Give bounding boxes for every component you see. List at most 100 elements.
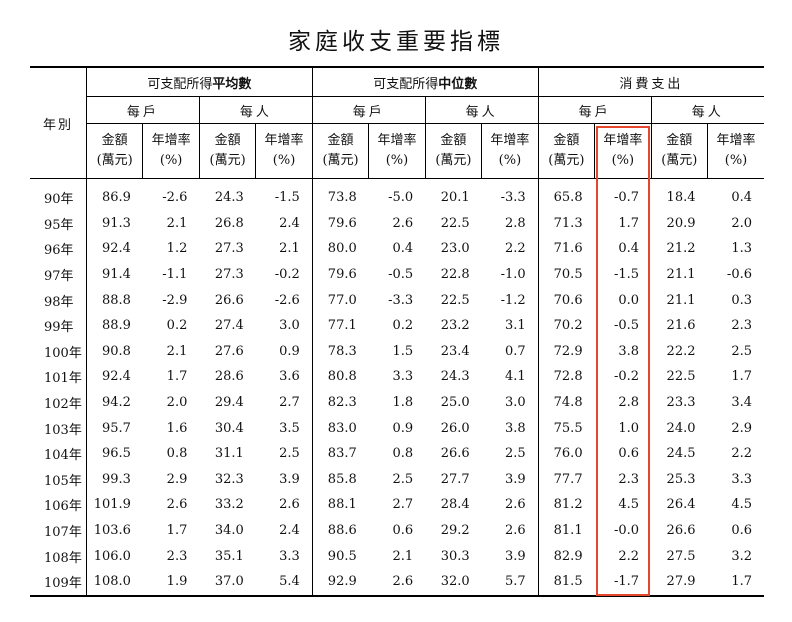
growth-rate-cell: 2.3 — [618, 471, 640, 487]
growth-rate-cell: 4.1 — [504, 369, 526, 385]
growth-rate-cell: 0.8 — [166, 446, 188, 462]
amount-cell: 79.6 — [311, 210, 369, 237]
amount-cell: 24.0 — [666, 420, 696, 436]
year-cell: 101年 — [30, 364, 87, 390]
growth-rate-cell: -0.5 — [388, 267, 414, 283]
sub-header-per-person: 每人 — [424, 96, 539, 124]
growth-rate-cell: 2.7 — [392, 497, 414, 513]
growth-rate-cell: 5.7 — [481, 568, 539, 597]
growth-rate-cell: 2.6 — [504, 497, 526, 513]
table-row: 105年 99.3 2.9 32.3 3.9 85.8 2.5 27.7 3.9 77.7 2.3 2… — [30, 466, 764, 493]
growth-rate-cell: 2.8 — [618, 395, 640, 411]
amount-cell: 23.2 — [440, 318, 470, 334]
amount-cell: 18.4 — [666, 190, 696, 206]
growth-rate-cell: 3.8 — [504, 420, 526, 436]
amount-cell: 28.6 — [214, 369, 244, 385]
growth-rate-cell: 2.1 — [279, 241, 300, 257]
amount-cell: 22.5 — [440, 292, 470, 308]
growth-rate-cell: 3.0 — [279, 318, 300, 334]
table-row: 107年 103.6 1.7 34.0 2.4 88.6 0.6 29.2 2.6 81.1 -0.… — [30, 517, 764, 544]
year-cell: 96年 — [30, 236, 87, 262]
amount-cell: 92.4 — [85, 236, 143, 262]
growth-rate-cell: 1.7 — [707, 568, 764, 597]
year-cell: 102年 — [30, 389, 87, 416]
amount-cell: 83.7 — [311, 440, 369, 467]
amount-cell: 22.2 — [666, 343, 696, 359]
amount-cell: 92.4 — [85, 364, 143, 390]
amount-cell: 24.3 — [214, 190, 244, 206]
amount-cell: 106.0 — [85, 543, 143, 569]
amount-cell: 81.2 — [537, 492, 595, 518]
table-row: 106年 101.9 2.6 33.2 2.6 88.1 2.7 28.4 2.6 81.2 4.5… — [30, 492, 764, 518]
year-cell: 99年 — [30, 312, 87, 339]
growth-rate-cell: -3.3 — [388, 292, 414, 308]
year-cell: 104年 — [30, 440, 87, 467]
growth-rate-cell: 2.5 — [392, 471, 414, 487]
table-row: 100年 90.8 2.1 27.6 0.9 78.3 1.5 23.4 0.7 72.9 3.8 2… — [30, 338, 764, 365]
year-cell: 90年 — [30, 178, 87, 211]
amount-column-header: 金額 (萬元) — [650, 123, 708, 179]
table-row: 95年 91.3 2.1 26.8 2.4 79.6 2.6 22.5 2.8 71.3 1.7 20… — [30, 210, 764, 237]
table-row: 98年 88.8 -2.9 26.6 -2.6 77.0 -3.3 22.5 -1.2 70.6 0… — [30, 287, 764, 313]
growth-rate-cell: 4.5 — [731, 497, 752, 513]
growth-rate-cell: -0.5 — [613, 318, 640, 334]
growth-rate-cell: -2.6 — [274, 292, 300, 308]
amount-cell: 88.6 — [311, 517, 369, 544]
amount-column-header: 金額 (萬元) — [424, 123, 482, 179]
amount-cell: 31.1 — [214, 446, 244, 462]
growth-rate-cell: -0.2 — [274, 267, 300, 283]
growth-rate-cell: 2.5 — [504, 446, 526, 462]
growth-rate-cell: 3.3 — [392, 369, 414, 385]
amount-cell: 30.4 — [214, 420, 244, 436]
amount-cell: 99.3 — [85, 466, 143, 493]
table-row: 99年 88.9 0.2 27.4 3.0 77.1 0.2 23.2 3.1 70.2 -0.5 2… — [30, 312, 764, 339]
amount-cell: 73.8 — [311, 178, 369, 211]
growth-rate-cell: 2.9 — [731, 420, 752, 436]
growth-rate-cell: 2.1 — [166, 343, 188, 359]
growth-rate-cell: 2.3 — [731, 318, 752, 334]
amount-cell: 72.9 — [537, 338, 595, 365]
amount-cell: 27.3 — [214, 241, 244, 257]
growth-rate-column-header: 年增率 (%) — [142, 123, 200, 179]
amount-cell: 76.0 — [537, 440, 595, 467]
growth-rate-cell: 3.6 — [279, 369, 300, 385]
table-row: 102年 94.2 2.0 29.4 2.7 82.3 1.8 25.0 3.0 74.8 2.8 2… — [30, 389, 764, 416]
growth-rate-cell: 3.9 — [504, 548, 526, 564]
amount-cell: 72.8 — [537, 364, 595, 390]
amount-cell: 21.1 — [666, 267, 696, 283]
growth-rate-cell: 3.2 — [731, 548, 752, 564]
amount-cell: 80.0 — [311, 236, 369, 262]
amount-cell: 71.6 — [537, 236, 595, 262]
amount-cell: 91.4 — [85, 261, 143, 288]
growth-rate-cell: 1.8 — [392, 395, 414, 411]
amount-cell: 24.3 — [440, 369, 470, 385]
amount-column-header: 金額 (萬元) — [311, 123, 369, 179]
amount-cell: 23.3 — [666, 395, 696, 411]
amount-cell: 74.8 — [537, 389, 595, 416]
amount-cell: 37.0 — [199, 568, 256, 597]
amount-cell: 32.0 — [425, 568, 482, 597]
growth-rate-cell: 3.4 — [731, 395, 752, 411]
amount-cell: 26.6 — [440, 446, 470, 462]
amount-cell: 23.4 — [440, 343, 470, 359]
sub-header-per-person: 每人 — [198, 96, 313, 124]
growth-rate-cell: 2.5 — [279, 446, 300, 462]
amount-cell: 77.0 — [311, 287, 369, 313]
growth-rate-cell: 2.5 — [731, 343, 752, 359]
growth-rate-cell: 2.3 — [166, 548, 188, 564]
amount-cell: 92.9 — [311, 568, 369, 597]
growth-rate-cell: 1.7 — [731, 369, 752, 385]
amount-cell: 22.8 — [440, 267, 470, 283]
growth-rate-cell: 2.0 — [731, 215, 752, 231]
growth-rate-cell: 2.0 — [166, 395, 188, 411]
growth-rate-cell: 0.0 — [618, 292, 640, 308]
amount-cell: 32.3 — [214, 471, 244, 487]
amount-cell: 81.5 — [537, 568, 595, 597]
growth-rate-cell: 3.9 — [279, 471, 300, 487]
amount-cell: 88.9 — [85, 312, 143, 339]
growth-rate-cell: 2.2 — [504, 241, 526, 257]
year-cell: 109年 — [30, 568, 87, 597]
growth-rate-cell: 0.9 — [392, 420, 414, 436]
growth-rate-cell: 2.1 — [392, 548, 414, 564]
amount-cell: 24.5 — [666, 446, 696, 462]
